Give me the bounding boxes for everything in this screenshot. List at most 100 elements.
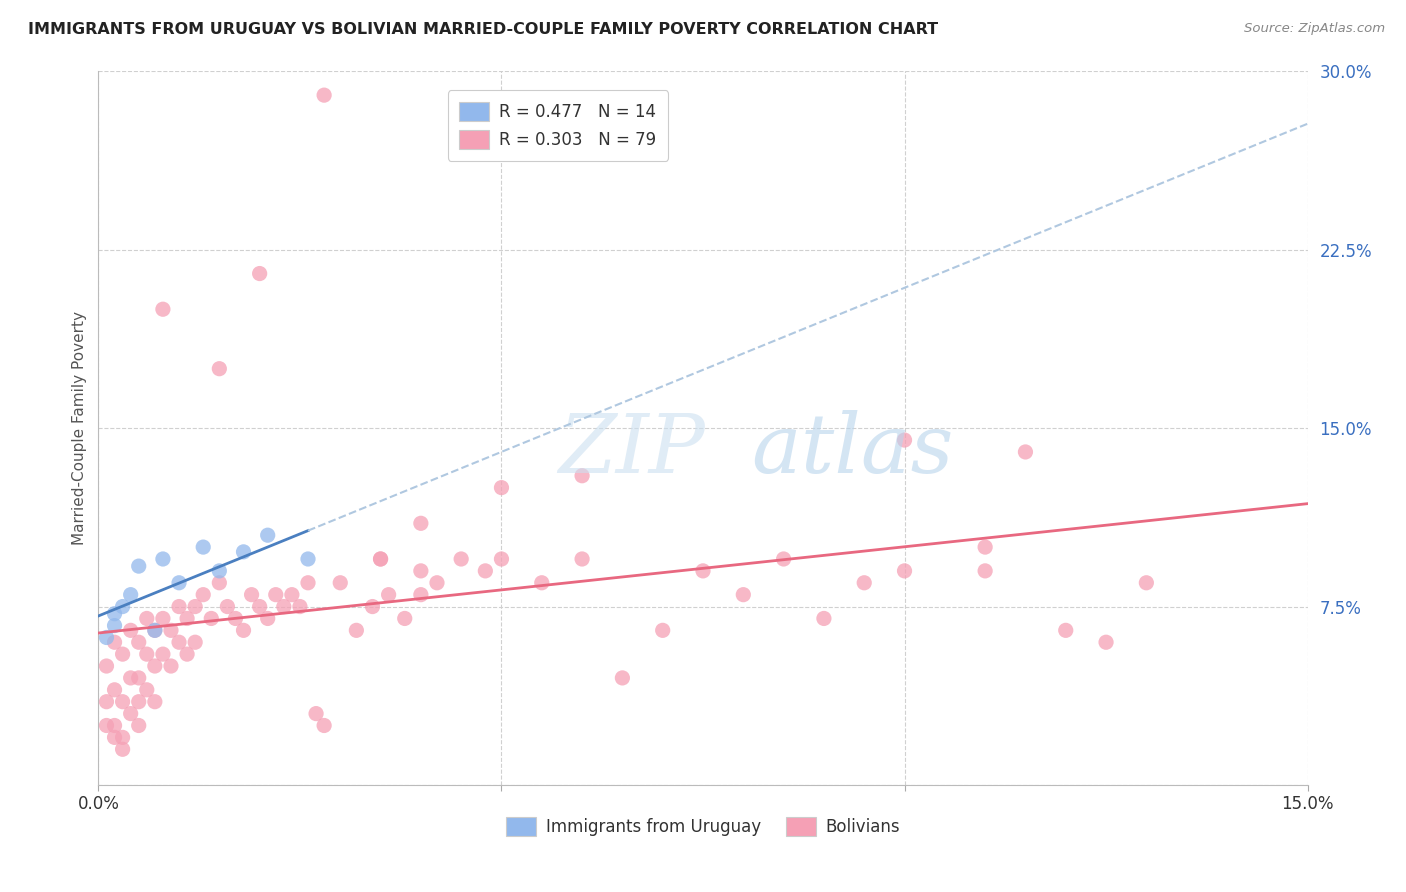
Point xyxy=(103,718,125,732)
Point xyxy=(409,588,432,602)
Point xyxy=(128,671,150,685)
Point xyxy=(426,575,449,590)
Point xyxy=(651,624,673,638)
Point xyxy=(184,599,207,614)
Point xyxy=(128,635,150,649)
Point xyxy=(314,88,336,103)
Point xyxy=(208,361,231,376)
Point xyxy=(813,611,835,625)
Point xyxy=(893,433,915,447)
Point xyxy=(692,564,714,578)
Point xyxy=(612,671,634,685)
Point xyxy=(167,575,190,590)
Point xyxy=(152,647,174,661)
Point xyxy=(143,659,166,673)
Point xyxy=(893,564,915,578)
Point xyxy=(111,695,134,709)
Text: atlas: atlas xyxy=(751,409,953,490)
Point xyxy=(571,552,593,566)
Y-axis label: Married-Couple Family Poverty: Married-Couple Family Poverty xyxy=(72,311,87,545)
Point xyxy=(208,575,231,590)
Point xyxy=(281,588,304,602)
Point xyxy=(103,607,125,621)
Point xyxy=(450,552,472,566)
Point xyxy=(193,588,215,602)
Point xyxy=(120,671,142,685)
Point xyxy=(733,588,755,602)
Point xyxy=(111,731,134,745)
Point xyxy=(1095,635,1118,649)
Point xyxy=(167,599,190,614)
Point xyxy=(96,659,118,673)
Point xyxy=(377,588,399,602)
Point xyxy=(143,695,166,709)
Point xyxy=(143,624,166,638)
Point xyxy=(329,575,352,590)
Point xyxy=(120,706,142,721)
Point xyxy=(974,564,997,578)
Point xyxy=(1054,624,1077,638)
Point xyxy=(176,611,198,625)
Point xyxy=(217,599,239,614)
Point xyxy=(111,647,134,661)
Point xyxy=(128,695,150,709)
Point xyxy=(152,552,174,566)
Point xyxy=(111,742,134,756)
Point xyxy=(160,659,183,673)
Point xyxy=(256,528,278,542)
Text: Source: ZipAtlas.com: Source: ZipAtlas.com xyxy=(1244,22,1385,36)
Point xyxy=(103,682,125,697)
Point xyxy=(96,718,118,732)
Point xyxy=(249,599,271,614)
Point xyxy=(314,718,336,732)
Point xyxy=(224,611,246,625)
Point xyxy=(103,731,125,745)
Point xyxy=(143,624,166,638)
Point xyxy=(160,624,183,638)
Point xyxy=(370,552,392,566)
Point xyxy=(128,718,150,732)
Point xyxy=(135,682,157,697)
Point xyxy=(167,635,190,649)
Point xyxy=(120,624,142,638)
Point xyxy=(361,599,384,614)
Point xyxy=(491,552,513,566)
Point xyxy=(176,647,198,661)
Point xyxy=(232,545,254,559)
Text: IMMIGRANTS FROM URUGUAY VS BOLIVIAN MARRIED-COUPLE FAMILY POVERTY CORRELATION CH: IMMIGRANTS FROM URUGUAY VS BOLIVIAN MARR… xyxy=(28,22,938,37)
Point xyxy=(256,611,278,625)
Point xyxy=(103,635,125,649)
Point xyxy=(152,611,174,625)
Point xyxy=(96,695,118,709)
Point xyxy=(273,599,295,614)
Point xyxy=(853,575,876,590)
Point xyxy=(152,302,174,317)
Point xyxy=(409,516,432,531)
Point xyxy=(193,540,215,554)
Point xyxy=(344,624,367,638)
Point xyxy=(96,631,118,645)
Point xyxy=(208,564,231,578)
Point xyxy=(474,564,496,578)
Point xyxy=(135,647,157,661)
Point xyxy=(249,267,271,281)
Point xyxy=(297,575,319,590)
Point xyxy=(264,588,287,602)
Point xyxy=(1014,445,1036,459)
Point xyxy=(305,706,328,721)
Legend: Immigrants from Uruguay, Bolivians: Immigrants from Uruguay, Bolivians xyxy=(494,805,912,848)
Point xyxy=(135,611,157,625)
Point xyxy=(111,599,134,614)
Point xyxy=(772,552,794,566)
Point xyxy=(128,559,150,574)
Point xyxy=(232,624,254,638)
Point xyxy=(571,468,593,483)
Point xyxy=(530,575,553,590)
Text: ZIP: ZIP xyxy=(558,409,704,490)
Point xyxy=(370,552,392,566)
Point xyxy=(491,481,513,495)
Point xyxy=(288,599,311,614)
Point xyxy=(120,588,142,602)
Point xyxy=(297,552,319,566)
Point xyxy=(200,611,222,625)
